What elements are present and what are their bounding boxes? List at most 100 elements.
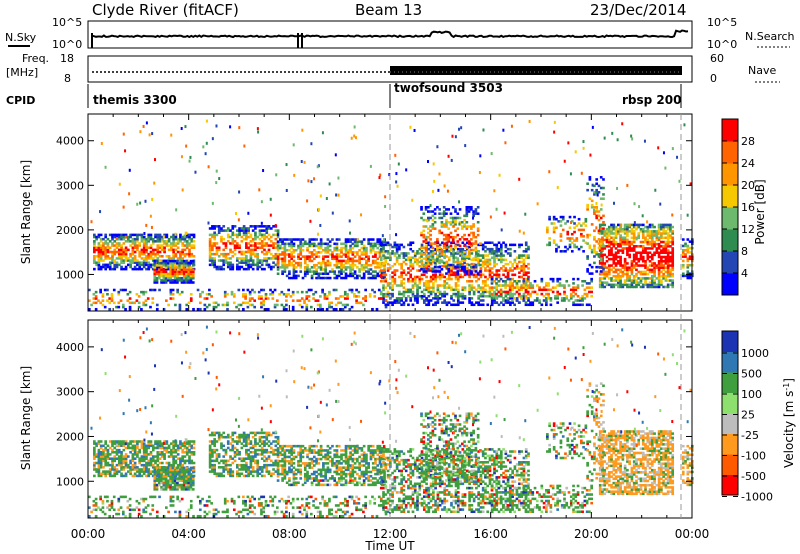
heatmap-cell	[371, 307, 374, 311]
heatmap-cell	[306, 266, 309, 269]
heatmap-cell	[179, 463, 182, 467]
heatmap-cell	[111, 461, 114, 465]
heatmap-cell	[173, 272, 177, 276]
heatmap-cell	[450, 254, 453, 257]
heatmap-cell	[242, 237, 246, 241]
heatmap-cell	[113, 455, 117, 458]
heatmap-cell	[411, 290, 415, 294]
heatmap-cell	[249, 235, 253, 239]
heatmap-cell	[400, 282, 403, 285]
heatmap-cell	[438, 231, 441, 235]
cpid-label: CPID	[6, 94, 35, 107]
heatmap-cell	[398, 290, 401, 294]
heatmap-cell	[309, 305, 313, 309]
heatmap-cell	[99, 265, 103, 269]
heatmap-cell	[180, 281, 184, 284]
heatmap-cell	[632, 238, 636, 242]
heatmap-cell	[233, 244, 237, 247]
heatmap-cell	[617, 249, 620, 252]
heatmap-cell	[215, 265, 219, 269]
heatmap-cell	[97, 244, 101, 247]
heatmap-cell	[499, 292, 503, 296]
heatmap-cell	[251, 261, 255, 264]
heatmap-cell	[376, 261, 380, 265]
heatmap-cell	[249, 255, 253, 258]
heatmap-cell	[476, 263, 480, 267]
heatmap-cell	[427, 301, 431, 304]
heatmap-cell	[149, 288, 152, 292]
heatmap-cell	[215, 181, 218, 185]
heatmap-cell	[113, 459, 117, 463]
heatmap-cell	[145, 468, 148, 471]
heatmap-cell	[400, 297, 403, 300]
heatmap-cell	[386, 269, 390, 272]
heatmap-cell	[470, 272, 473, 275]
heatmap-cell	[610, 225, 613, 229]
heatmap-cell	[120, 259, 123, 262]
heatmap-cell	[623, 238, 627, 242]
heatmap-cell	[315, 276, 318, 280]
heatmap-cell	[436, 288, 440, 292]
heatmap-cell	[623, 247, 627, 250]
heatmap-cell	[217, 265, 221, 269]
heatmap-cell	[151, 252, 155, 256]
heatmap-cell	[548, 243, 551, 247]
heatmap-cell	[365, 253, 368, 256]
heatmap-cell	[474, 212, 478, 215]
heatmap-cell	[552, 228, 556, 232]
heatmap-cell	[449, 235, 453, 239]
heatmap-cell	[657, 251, 661, 254]
heatmap-cell	[147, 257, 151, 260]
heatmap-cell	[488, 247, 492, 251]
heatmap-cell	[626, 242, 629, 246]
heatmap-cell	[235, 263, 239, 267]
heatmap-cell	[260, 240, 264, 243]
heatmap-cell	[359, 301, 363, 305]
heatmap-cell	[386, 250, 390, 253]
heatmap-cell	[163, 446, 166, 450]
heatmap-cell	[171, 281, 175, 284]
heatmap-cell	[648, 255, 652, 259]
heatmap-cell	[607, 251, 611, 254]
heatmap-cell	[111, 233, 114, 237]
heatmap-cell	[447, 227, 451, 230]
heatmap-cell	[111, 474, 114, 478]
heatmap-cell	[577, 228, 581, 232]
heatmap-cell	[149, 252, 153, 256]
heatmap-cell	[231, 233, 235, 237]
heatmap-cell	[292, 255, 296, 258]
heatmap-cell	[602, 186, 605, 190]
heatmap-cell	[167, 237, 171, 241]
heatmap-cell	[623, 232, 627, 235]
heatmap-cell	[490, 256, 494, 259]
heatmap-cell	[298, 303, 302, 307]
heatmap-cell	[384, 195, 387, 199]
heatmap-cell	[113, 233, 117, 237]
heatmap-cell	[574, 150, 577, 154]
heatmap-cell	[409, 288, 413, 292]
heatmap-cell	[637, 264, 641, 267]
heatmap-cell	[500, 228, 503, 232]
heatmap-cell	[173, 281, 177, 284]
heatmap-cell	[124, 149, 127, 153]
heatmap-cell	[300, 305, 304, 309]
heatmap-cell	[93, 448, 96, 452]
power-heatmap-cells	[88, 119, 694, 311]
heatmap-cell	[217, 229, 221, 232]
heatmap-cell	[170, 244, 173, 247]
heatmap-cell	[172, 440, 175, 443]
heatmap-cell	[133, 244, 137, 247]
heatmap-cell	[117, 457, 121, 460]
heatmap-cell	[431, 225, 435, 228]
heatmap-cell	[247, 231, 250, 235]
heatmap-cell	[563, 297, 566, 300]
heatmap-cell	[153, 272, 157, 276]
heatmap-cell	[376, 274, 380, 278]
heatmap-cell	[570, 221, 573, 225]
heatmap-cell	[657, 285, 661, 289]
heatmap-cell	[442, 244, 446, 248]
heatmap-cell	[315, 251, 318, 254]
heatmap-cell	[619, 238, 622, 242]
heatmap-cell	[172, 461, 175, 465]
heatmap-cell	[474, 246, 478, 250]
